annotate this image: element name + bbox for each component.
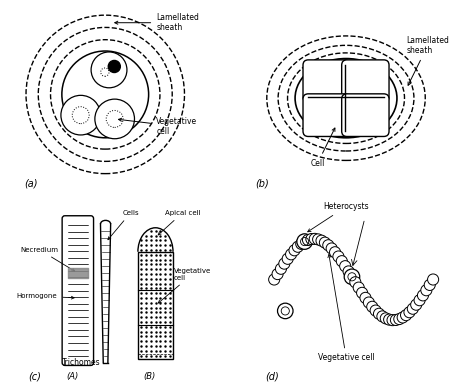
Circle shape — [374, 308, 384, 319]
Text: Lamellated
sheath: Lamellated sheath — [115, 13, 199, 32]
Circle shape — [289, 245, 300, 256]
Circle shape — [91, 52, 127, 88]
Circle shape — [387, 315, 398, 326]
Circle shape — [319, 237, 330, 248]
Text: Necredium: Necredium — [20, 247, 75, 271]
Text: (A): (A) — [66, 372, 78, 381]
Circle shape — [397, 312, 408, 323]
Text: (d): (d) — [265, 371, 279, 381]
Circle shape — [394, 313, 405, 325]
Circle shape — [61, 95, 100, 135]
FancyBboxPatch shape — [303, 94, 350, 136]
Text: (B): (B) — [144, 372, 156, 381]
Circle shape — [309, 233, 320, 244]
Circle shape — [292, 241, 303, 252]
Text: Vegetative
cell: Vegetative cell — [118, 117, 197, 136]
Circle shape — [326, 243, 337, 254]
Circle shape — [428, 274, 438, 285]
Circle shape — [312, 234, 324, 245]
Circle shape — [404, 307, 415, 318]
Circle shape — [323, 240, 334, 251]
Circle shape — [340, 261, 351, 272]
Circle shape — [279, 258, 290, 269]
Polygon shape — [100, 224, 110, 363]
Circle shape — [282, 253, 293, 264]
Circle shape — [272, 269, 283, 280]
FancyBboxPatch shape — [62, 216, 93, 365]
Circle shape — [95, 99, 135, 139]
Text: Apical cell: Apical cell — [158, 210, 201, 235]
Circle shape — [421, 285, 432, 296]
Text: Heterocysts: Heterocysts — [308, 202, 369, 232]
Circle shape — [329, 247, 341, 258]
Text: Cells: Cells — [108, 210, 139, 240]
Text: (c): (c) — [28, 371, 41, 381]
Circle shape — [333, 251, 344, 262]
Text: Vegetative
cell: Vegetative cell — [158, 268, 211, 303]
Text: (a): (a) — [24, 179, 37, 189]
Circle shape — [407, 303, 419, 314]
Text: Trichomes: Trichomes — [62, 358, 101, 367]
Circle shape — [297, 234, 312, 249]
Circle shape — [285, 249, 297, 260]
Circle shape — [391, 315, 401, 325]
Circle shape — [344, 269, 360, 285]
Circle shape — [380, 313, 392, 324]
Circle shape — [418, 290, 428, 301]
FancyBboxPatch shape — [342, 60, 389, 102]
Circle shape — [336, 256, 347, 267]
Text: Hormogone: Hormogone — [17, 293, 74, 299]
Text: (b): (b) — [255, 179, 269, 189]
Text: Cell: Cell — [310, 128, 335, 167]
Circle shape — [383, 314, 395, 325]
Text: Lamellated
sheath: Lamellated sheath — [406, 36, 449, 85]
Text: Vegetative cell: Vegetative cell — [318, 254, 374, 362]
Circle shape — [377, 311, 388, 322]
Circle shape — [306, 234, 317, 244]
Circle shape — [410, 299, 422, 310]
Circle shape — [360, 292, 371, 303]
Circle shape — [275, 263, 286, 275]
Circle shape — [269, 274, 280, 285]
Circle shape — [424, 280, 435, 290]
Circle shape — [316, 235, 327, 246]
FancyBboxPatch shape — [303, 60, 350, 102]
Circle shape — [350, 277, 361, 288]
Circle shape — [302, 234, 313, 246]
Circle shape — [367, 301, 378, 312]
Circle shape — [370, 305, 381, 316]
Circle shape — [356, 287, 368, 298]
FancyBboxPatch shape — [138, 252, 173, 359]
Circle shape — [353, 282, 364, 293]
Circle shape — [296, 238, 307, 249]
Circle shape — [401, 310, 411, 321]
Circle shape — [343, 266, 354, 277]
Circle shape — [414, 295, 425, 306]
Circle shape — [364, 297, 374, 308]
Circle shape — [277, 303, 293, 319]
Circle shape — [108, 60, 120, 72]
Ellipse shape — [295, 59, 397, 138]
FancyBboxPatch shape — [342, 94, 389, 136]
